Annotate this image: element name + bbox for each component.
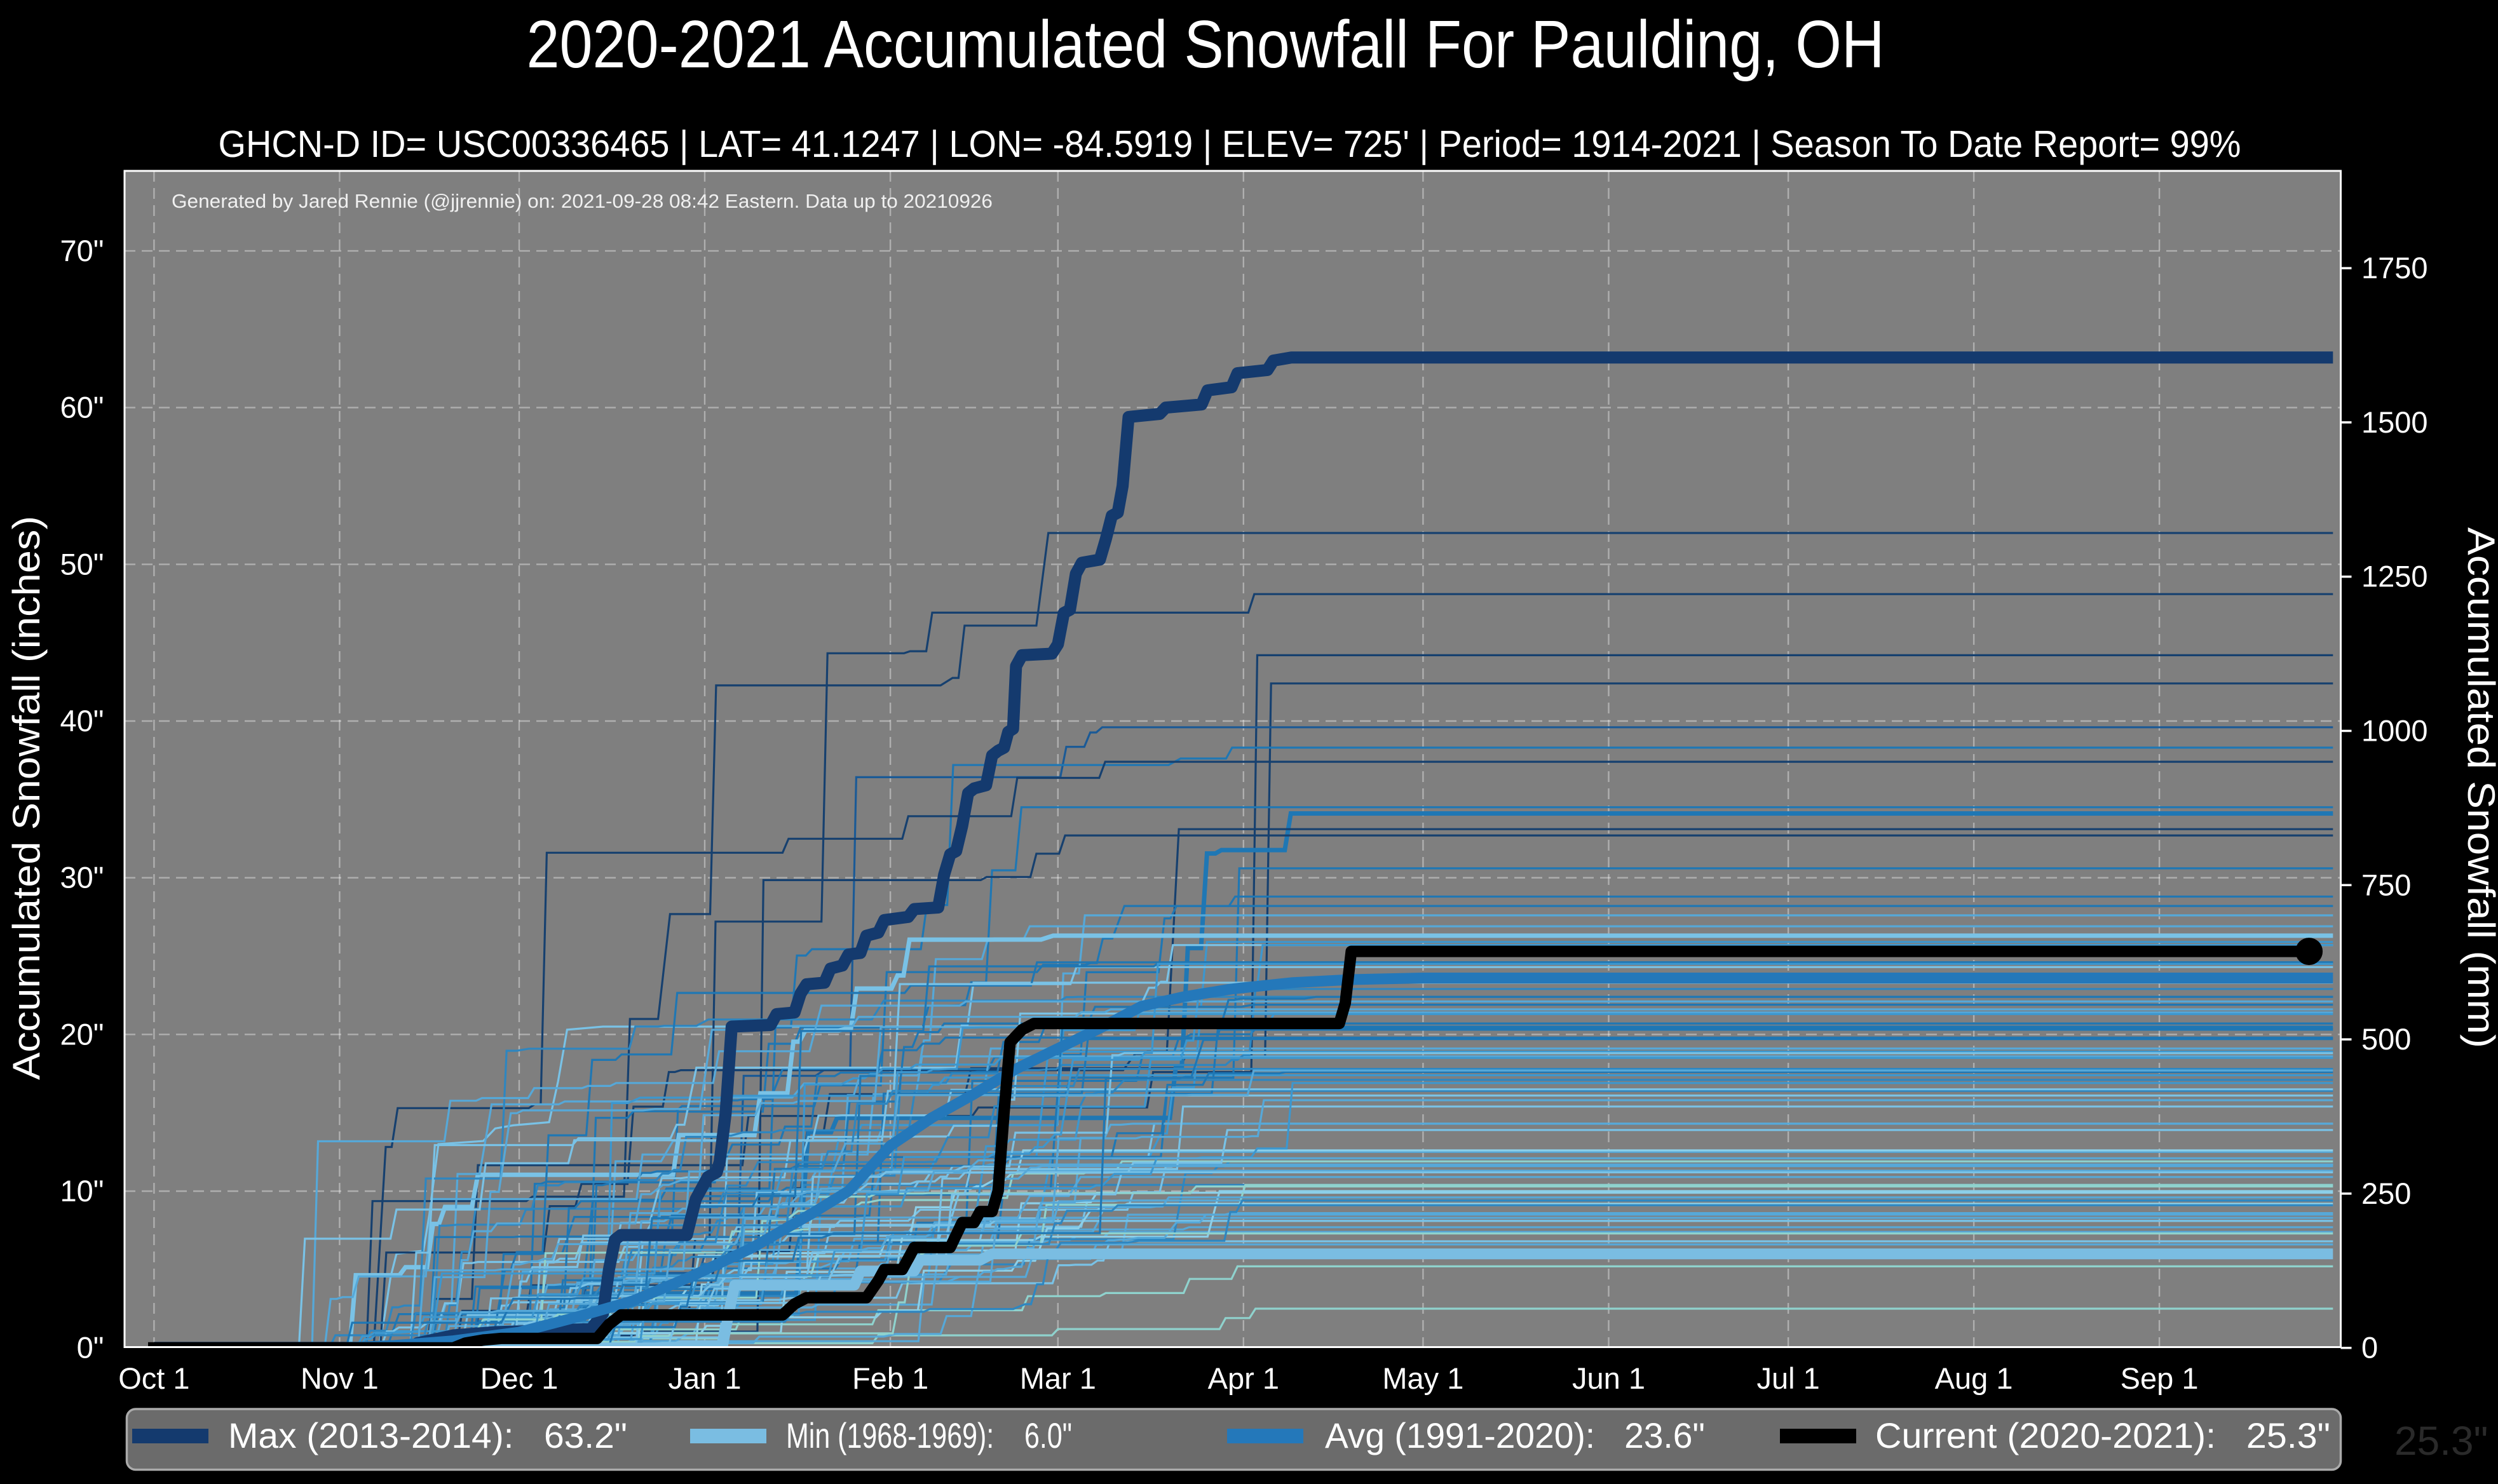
svg-text:Nov 1: Nov 1 [301,1361,379,1395]
svg-text:Accumulated Snowfall (mm): Accumulated Snowfall (mm) [2460,527,2498,1048]
svg-text:Avg (1991-2020): 23.6": Avg (1991-2020): 23.6" [1325,1415,1705,1455]
svg-text:Generated by Jared Rennie (@jj: Generated by Jared Rennie (@jjrennie) on… [172,190,993,212]
svg-text:30": 30" [60,861,104,894]
svg-text:0: 0 [2361,1331,2378,1365]
svg-text:1000: 1000 [2361,714,2428,748]
svg-text:Jun 1: Jun 1 [1572,1361,1645,1395]
svg-text:500: 500 [2361,1022,2411,1056]
svg-text:25.3": 25.3" [2394,1418,2488,1464]
svg-text:0": 0" [77,1331,104,1365]
svg-text:250: 250 [2361,1177,2411,1210]
svg-text:70": 70" [60,234,104,267]
svg-text:Max (2013-2014): 63.2": Max (2013-2014): 63.2" [228,1415,627,1455]
svg-text:Current (2020-2021): 25.3": Current (2020-2021): 25.3" [1875,1415,2330,1455]
svg-text:GHCN-D ID= USC00336465 | LAT=: GHCN-D ID= USC00336465 | LAT= 41.1247 | … [219,123,2241,165]
svg-text:2020-2021 Accumulated Snowfall: 2020-2021 Accumulated Snowfall For Pauld… [527,7,1885,82]
svg-text:10": 10" [60,1174,104,1208]
svg-text:May 1: May 1 [1382,1361,1463,1395]
svg-text:Dec 1: Dec 1 [480,1361,559,1395]
svg-text:Oct 1: Oct 1 [118,1361,189,1395]
svg-text:Sep 1: Sep 1 [2121,1361,2199,1395]
svg-text:Feb 1: Feb 1 [852,1361,928,1395]
svg-text:750: 750 [2361,868,2411,901]
svg-text:Jan 1: Jan 1 [669,1361,742,1395]
svg-text:40": 40" [60,704,104,738]
svg-text:1500: 1500 [2361,405,2428,439]
svg-text:Mar 1: Mar 1 [1020,1361,1096,1395]
svg-text:60": 60" [60,391,104,424]
svg-text:1750: 1750 [2361,251,2428,285]
svg-text:Apr 1: Apr 1 [1208,1361,1279,1395]
svg-text:Accumulated Snowfall (inches): Accumulated Snowfall (inches) [5,516,48,1080]
svg-text:20": 20" [60,1017,104,1051]
svg-text:Aug 1: Aug 1 [1935,1361,2013,1395]
svg-text:Min (1968-1969): 6.0": Min (1968-1969): 6.0" [786,1415,1072,1455]
svg-text:1250: 1250 [2361,560,2428,593]
svg-text:Jul 1: Jul 1 [1756,1361,1819,1395]
svg-text:50": 50" [60,547,104,581]
